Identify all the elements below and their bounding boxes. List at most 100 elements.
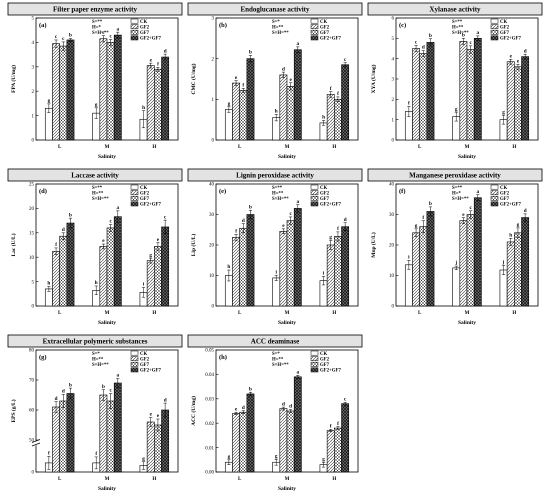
significance-letter: j <box>502 260 505 266</box>
y-tick-label: 20 <box>209 244 215 249</box>
bar <box>239 90 248 141</box>
y-tick-label: 15 <box>29 232 35 237</box>
legend-swatch <box>490 35 499 41</box>
error-bar <box>428 38 433 47</box>
legend-swatch <box>310 35 319 41</box>
significance-letter: b <box>462 33 465 39</box>
significance-letter: f <box>330 424 332 430</box>
bar <box>146 260 155 307</box>
bar <box>341 403 350 473</box>
error-bar <box>68 217 73 229</box>
error-bar <box>54 39 58 48</box>
legend-swatch <box>310 29 319 35</box>
legend-label: GF2+GF7 <box>140 203 161 208</box>
y-tick-label: 25 <box>29 183 35 188</box>
significance-letter: e <box>235 75 238 81</box>
significance-letter: h <box>47 281 50 287</box>
y-axis-label: Mnp (U/L) <box>370 232 377 258</box>
legend-label: GF2+GF7 <box>140 37 161 42</box>
error-bar <box>329 240 333 250</box>
stat-line: H=** <box>92 192 104 197</box>
y-tick-label: 3 <box>32 66 35 71</box>
error-bar <box>407 260 411 270</box>
x-tick-label: H <box>332 145 336 150</box>
stat-line: H=* <box>452 192 461 197</box>
stat-line: S=** <box>452 20 463 25</box>
significance-letter: j <box>454 260 457 266</box>
error-bar <box>54 247 58 256</box>
y-axis-label: XYA (U/mg) <box>370 64 377 93</box>
legend-swatch <box>310 190 319 196</box>
bar <box>66 393 75 473</box>
legend-label: GF7 <box>500 31 510 36</box>
bar <box>246 393 255 473</box>
significance-letter: g <box>142 456 145 462</box>
y-tick-label: 0.03 <box>205 398 214 403</box>
significance-letter: d <box>164 397 167 403</box>
panel-label: (c) <box>399 22 406 29</box>
panel-label: (h) <box>219 354 227 361</box>
error-bar <box>163 53 167 61</box>
bar <box>161 409 170 473</box>
error-bar <box>47 286 51 292</box>
x-tick-label: M <box>105 145 110 150</box>
significance-letter: d <box>62 389 65 395</box>
legend-label: GF2+GF7 <box>320 203 341 208</box>
error-bar <box>274 459 278 466</box>
y-tick-label: 1 <box>32 114 35 119</box>
panel-lignin-peroxidase: Lignin peroxidase activity (e) 0 10 20 30 40 Li… <box>187 168 363 326</box>
panel-title-box <box>187 168 363 182</box>
error-bar <box>101 35 105 43</box>
axis-break-gap <box>33 440 39 446</box>
significance-letter: b <box>249 204 252 210</box>
significance-letter: d <box>55 396 58 402</box>
legend-swatch <box>310 18 319 24</box>
significance-letter: f <box>330 86 332 92</box>
error-bar <box>116 210 120 223</box>
significance-letter: e <box>462 212 465 218</box>
x-tick-label: L <box>58 145 62 150</box>
significance-letter: g <box>329 235 332 241</box>
bar <box>59 235 68 307</box>
error-bar <box>469 210 473 219</box>
significance-letter: a <box>477 30 480 36</box>
error-bar <box>227 106 231 113</box>
bar <box>59 45 68 141</box>
legend-swatch <box>130 356 139 362</box>
error-bar <box>149 417 153 427</box>
panel-title: Lignin peroxidase activity <box>236 172 314 180</box>
bar <box>293 376 302 473</box>
x-tick-label: L <box>238 145 242 150</box>
significance-letter: c <box>109 219 112 225</box>
bar <box>404 264 413 307</box>
legend-swatch <box>310 350 319 356</box>
bar <box>419 53 428 141</box>
legend-label: GF7 <box>140 197 150 202</box>
error-bar <box>241 223 245 234</box>
legend-label: GF2 <box>500 191 510 196</box>
legend-label: GF2+GF7 <box>500 203 521 208</box>
bar <box>246 214 255 307</box>
x-axis-label: Salinity <box>98 154 116 160</box>
bar <box>473 197 482 307</box>
significance-letter: a <box>477 189 480 195</box>
stat-line: H=** <box>272 26 284 31</box>
error-bar <box>274 274 278 281</box>
bar <box>161 226 170 307</box>
y-tick-label: 0 <box>32 139 35 144</box>
x-axis-label: Salinity <box>278 486 296 492</box>
bar <box>452 267 461 307</box>
panel-label: (b) <box>219 22 227 29</box>
bar <box>239 411 248 473</box>
y-tick-label: 0.02 <box>205 422 214 427</box>
stat-line: S×H=** <box>272 31 289 36</box>
error-bar <box>289 216 293 225</box>
error-bar <box>428 206 433 217</box>
error-bar <box>469 45 473 54</box>
significance-letter: b <box>69 212 72 218</box>
significance-letter: e <box>150 412 153 418</box>
y-tick-label: 0.05 <box>205 349 214 354</box>
panel-title: Endoglucanase activity <box>240 6 310 14</box>
significance-letter: c <box>109 388 112 394</box>
significance-letter: e <box>517 59 520 65</box>
